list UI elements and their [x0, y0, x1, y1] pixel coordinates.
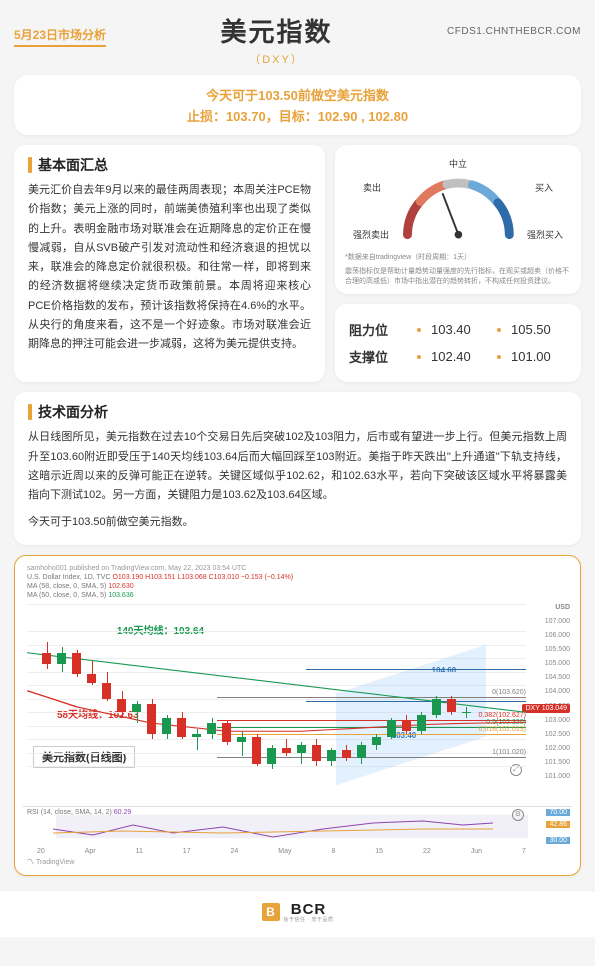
page-subtitle: （DXY）	[106, 51, 447, 67]
x-tick: 24	[231, 848, 239, 855]
y-tick: 105.500	[528, 646, 570, 653]
header: 5月23日市场分析 美元指数 （DXY） CFDS1.CHNTHEBCR.COM	[14, 12, 581, 67]
chart-ma58-label: MA (58, close, 0, SMA, 5)	[27, 583, 108, 590]
title-bar-icon	[28, 404, 32, 420]
title-bar-icon	[28, 157, 32, 173]
dot-icon	[497, 355, 501, 359]
x-tick: 22	[423, 848, 431, 855]
support-val-1: 101.00	[511, 349, 567, 364]
resistance-val-0: 103.40	[431, 322, 487, 337]
resistance-val-1: 105.50	[511, 322, 567, 337]
x-tick: 7	[522, 848, 526, 855]
technical-title-text: 技术面分析	[38, 402, 108, 422]
page-title: 美元指数	[106, 12, 447, 49]
chart-ma58-val: 102.630	[108, 583, 133, 590]
gauge-note2: 震荡指标仅是帮助计量趋势动量强度的先行指标，在观买或超卖（价格不合理的高或低）市…	[345, 267, 571, 287]
x-tick: Jun	[471, 848, 482, 855]
x-tick: 17	[183, 848, 191, 855]
x-axis: 20 Apr 11 17 24 May 8 15 22 Jun 7	[23, 846, 572, 855]
technical-title: 技术面分析	[28, 402, 567, 422]
advice-card: 今天可于103.50前做空美元指数 止损：103.70，目标：102.90 , …	[14, 75, 581, 135]
fundamental-card: 基本面汇总 美元汇价自去年9月以来的最佳两周表现；本周关注PCE物价指数；美元上…	[14, 145, 325, 382]
site-url: CFDS1.CHNTHEBCR.COM	[447, 12, 581, 37]
logo-sub: 始于信任 · 忠于品质	[284, 916, 334, 923]
fundamental-title: 基本面汇总	[28, 155, 311, 175]
chart-card: samhoho001 published on TradingView.com,…	[14, 555, 581, 876]
x-tick: 20	[37, 848, 45, 855]
chart-ma140-val: 103.636	[108, 592, 133, 599]
chart-publish-info: samhoho001 published on TradingView.com,…	[27, 564, 568, 573]
y-tick: 103.000	[528, 717, 570, 724]
gauge-svg	[368, 171, 549, 241]
tv-text: TradingView	[36, 859, 75, 866]
rsi-last: 42.86	[546, 821, 570, 828]
rsi-high: 70.00	[546, 809, 570, 816]
date-label: 5月23日市场分析	[14, 12, 106, 47]
x-tick: 11	[136, 848, 143, 855]
levels-card: 阻力位 103.40 105.50 支撑位 102.40 101.00	[335, 304, 581, 382]
resistance-row: 阻力位 103.40 105.50	[349, 316, 567, 343]
logo-icon: B	[262, 903, 280, 921]
chart-ma140-line: MA (50, close, 0, SMA, 5) 103.636	[27, 591, 568, 600]
y-tick: 104.000	[528, 688, 570, 695]
current-price: 103.049	[542, 705, 567, 712]
gauge-note1: *数据来自tradingview（时段周期：1天）	[345, 253, 571, 263]
gauge-chart: 中立 卖出 买入 强烈卖出 强烈买入	[345, 157, 571, 249]
gauge-card: 中立 卖出 买入 强烈卖出 强烈买入 *数据来自tradin	[335, 145, 581, 294]
chart-ohlc-line: U.S. Dollar Index, 1D, TVC O103.190 H103…	[27, 573, 568, 582]
tradingview-mark: 〽 TradingView	[23, 855, 572, 867]
advice-line2: 止损：103.70，目标：102.90 , 102.80	[28, 106, 567, 125]
chart-symbol: U.S. Dollar Index, 1D, TVC	[27, 574, 111, 581]
price-badge: DXY 103.049	[522, 704, 570, 713]
header-center: 美元指数 （DXY）	[106, 12, 447, 67]
technical-para1: 从日线图所见，美元指数在过去10个交易日先后突破102及103阻力，后市或有望进…	[28, 428, 567, 505]
chart-ma58-line: MA (58, close, 0, SMA, 5) 102.630	[27, 582, 568, 591]
rsi-low: 30.00	[546, 837, 570, 844]
x-tick: Apr	[85, 848, 96, 855]
chart-ohlc: O103.190 H103.151 L103.068 C103.010 −0.1…	[112, 574, 293, 581]
fundamental-text: 美元汇价自去年9月以来的最佳两周表现；本周关注PCE物价指数；美元上涨的同时，前…	[28, 181, 311, 354]
y-tick: 102.500	[528, 731, 570, 738]
fundamental-title-text: 基本面汇总	[38, 155, 108, 175]
settings-icon: ⚙	[512, 809, 524, 821]
chart-header: samhoho001 published on TradingView.com,…	[23, 564, 572, 600]
dot-icon	[497, 328, 501, 332]
x-tick: 8	[331, 848, 335, 855]
chart-plot: 140天均线：103.64 58天均线：102.63 104.60 103.40…	[27, 604, 526, 780]
dot-icon	[417, 355, 421, 359]
technical-card: 技术面分析 从日线图所见，美元指数在过去10个交易日先后突破102及103阻力，…	[14, 392, 581, 544]
gauge-neutral-label: 中立	[449, 157, 467, 170]
footer: B BCR 始于信任 · 忠于品质	[0, 890, 595, 937]
y-tick: 102.000	[528, 745, 570, 752]
y-tick: 104.500	[528, 674, 570, 681]
rsi-area: RSI (14, close, SMA, 14, 2) 60.29 70.00 …	[23, 806, 572, 846]
advice-line1: 今天可于103.50前做空美元指数	[28, 85, 567, 104]
y-tick: 101.500	[528, 759, 570, 766]
chart-area: USD 107.000 106.000 105.500 105.000 104.…	[23, 604, 572, 804]
support-row: 支撑位 102.40 101.00	[349, 343, 567, 370]
y-tick: 106.000	[528, 632, 570, 639]
x-tick: 15	[375, 848, 383, 855]
technical-para2: 今天可于103.50前做空美元指数。	[28, 513, 567, 532]
footer-logo: B BCR 始于信任 · 忠于品质	[262, 901, 334, 923]
y-axis: USD 107.000 106.000 105.500 105.000 104.…	[528, 604, 570, 780]
chart-ma140-label: MA (50, close, 0, SMA, 5)	[27, 592, 108, 599]
y-tick: 107.000	[528, 618, 570, 625]
y-currency: USD	[528, 604, 570, 611]
resistance-label: 阻力位	[349, 320, 407, 339]
dot-icon	[417, 328, 421, 332]
x-tick: May	[278, 848, 291, 855]
y-tick: 101.000	[528, 773, 570, 780]
y-tick: 105.000	[528, 660, 570, 667]
rsi-svg	[23, 807, 572, 846]
support-val-0: 102.40	[431, 349, 487, 364]
support-label: 支撑位	[349, 347, 407, 366]
